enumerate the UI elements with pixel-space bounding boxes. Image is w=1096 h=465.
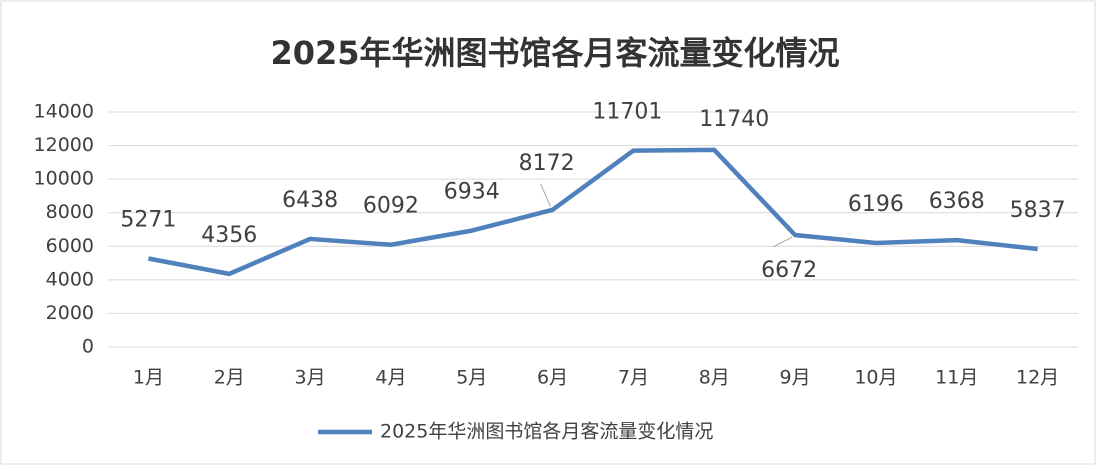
data-label: 6438 xyxy=(282,188,338,213)
y-tick-label: 2000 xyxy=(46,302,94,324)
x-tick-label: 8月 xyxy=(699,367,730,389)
chart-title: 2025年华洲图书馆各月客流量变化情况 xyxy=(270,34,839,72)
y-tick-label: 6000 xyxy=(46,235,94,257)
leader-line xyxy=(772,236,793,248)
x-tick-label: 4月 xyxy=(375,367,406,389)
x-tick-label: 6月 xyxy=(537,367,568,389)
x-tick-label: 11月 xyxy=(935,367,978,389)
data-label: 5271 xyxy=(120,208,176,233)
data-label: 6368 xyxy=(929,189,985,214)
y-tick-label: 10000 xyxy=(34,168,94,190)
x-tick-label: 1月 xyxy=(133,367,164,389)
data-label: 6934 xyxy=(444,180,500,205)
x-tick-label: 2月 xyxy=(214,367,245,389)
x-tick-label: 7月 xyxy=(618,367,649,389)
data-label: 8172 xyxy=(519,151,575,176)
data-label: 11740 xyxy=(699,107,769,132)
data-label: 6092 xyxy=(363,194,419,219)
y-tick-label: 14000 xyxy=(34,101,94,123)
x-tick-label: 9月 xyxy=(780,367,811,389)
data-label: 4356 xyxy=(201,223,257,248)
y-tick-label: 0 xyxy=(82,336,94,358)
y-tick-label: 12000 xyxy=(34,134,94,156)
x-tick-label: 10月 xyxy=(854,367,897,389)
data-label: 6672 xyxy=(761,258,817,283)
y-tick-label: 4000 xyxy=(46,268,94,290)
data-label: 5837 xyxy=(1010,198,1066,223)
x-tick-label: 3月 xyxy=(295,367,326,389)
x-tick-label: 12月 xyxy=(1016,367,1059,389)
data-line xyxy=(147,147,1038,277)
y-tick-label: 8000 xyxy=(46,201,94,223)
data-label: 6196 xyxy=(848,192,904,217)
legend-label: 2025年华洲图书馆各月客流量变化情况 xyxy=(380,421,713,443)
leader-line xyxy=(540,183,552,208)
x-tick-label: 5月 xyxy=(456,367,487,389)
data-label: 11701 xyxy=(592,100,662,125)
